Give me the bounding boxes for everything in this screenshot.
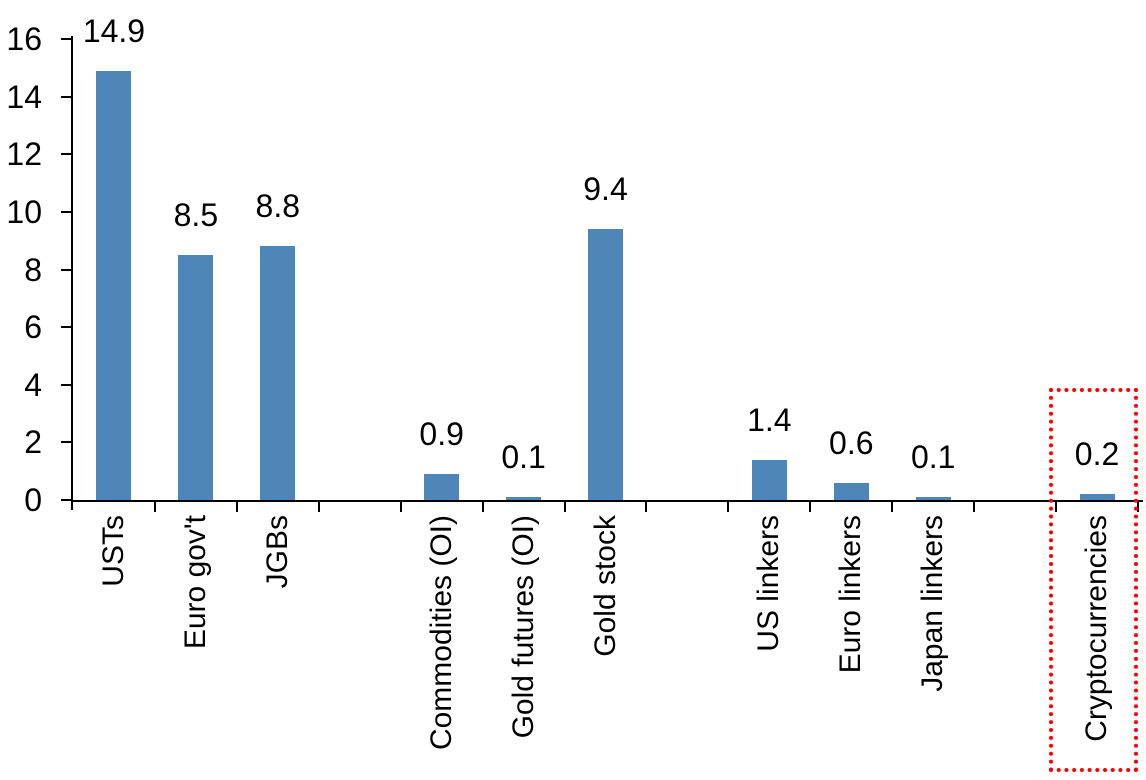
bar-value-label: 8.5 (173, 197, 219, 234)
bar-value-label: 14.9 (82, 12, 146, 49)
bar (833, 482, 869, 500)
x-axis-tick (1055, 502, 1058, 512)
x-axis-line (73, 500, 1143, 502)
x-axis-category-label: USTs (96, 515, 130, 587)
bar (915, 497, 951, 500)
y-axis-tick-label: 0 (24, 482, 42, 518)
x-axis-category-label: US linkers (752, 515, 786, 652)
bar (178, 255, 214, 500)
y-axis-line (71, 36, 73, 510)
x-axis-tick (973, 502, 976, 512)
y-axis-tick (61, 441, 71, 444)
bar (260, 246, 296, 500)
bar-value-label: 8.8 (255, 188, 301, 225)
x-axis-tick (645, 502, 648, 512)
y-axis-tick-label: 4 (24, 366, 42, 403)
bar-value-label: 9.4 (583, 171, 628, 208)
y-axis-tick (61, 326, 71, 329)
y-axis-tick (61, 153, 71, 156)
y-axis-tick (61, 95, 71, 98)
y-axis-tick-label: 12 (6, 136, 42, 173)
x-axis-tick (727, 502, 730, 512)
bar (424, 474, 460, 500)
bar (96, 70, 132, 500)
x-axis-tick (891, 502, 894, 512)
y-axis-tick-label: 10 (6, 193, 42, 230)
bar-value-label: 0.2 (1074, 436, 1120, 473)
bar-value-label: 0.9 (419, 416, 464, 453)
y-axis-tick-label: 14 (6, 78, 42, 115)
bar-value-label: 1.4 (747, 401, 792, 438)
x-axis-category-label: JGBs (260, 515, 294, 589)
y-axis-tick (61, 383, 71, 386)
x-axis-tick (399, 502, 402, 512)
x-axis-category-label: Commodities (OI) (424, 515, 458, 751)
y-axis-tick (61, 210, 71, 213)
x-axis-tick (809, 502, 812, 512)
x-axis-category-label: Gold stock (588, 515, 622, 657)
y-axis-tick (61, 38, 71, 40)
x-axis-tick (563, 502, 566, 512)
y-axis-tick (61, 499, 71, 501)
bar (588, 229, 623, 500)
y-axis-tick-label: 8 (24, 251, 42, 288)
x-axis-category-label: Japan linkers (916, 515, 950, 692)
x-axis-category-label: Euro gov't (178, 515, 212, 650)
bar (1079, 494, 1115, 500)
x-axis-category-label: Euro linkers (834, 515, 868, 674)
x-axis-tick (235, 502, 238, 512)
highlight-box (1049, 388, 1139, 772)
bar (506, 497, 542, 500)
bar-value-label: 0.6 (829, 424, 874, 461)
x-axis-tick (153, 502, 156, 512)
bar-value-label: 0.1 (501, 439, 546, 476)
bar (751, 459, 787, 500)
y-axis-tick (61, 268, 71, 271)
y-axis-tick-label: 6 (24, 309, 42, 346)
y-axis-tick-label: 2 (24, 424, 42, 461)
bar-value-label: 0.1 (910, 439, 956, 476)
x-axis-tick (481, 502, 484, 512)
x-axis-tick (317, 502, 320, 512)
y-axis-tick-label: 16 (6, 21, 42, 57)
x-axis-category-label: Gold futures (OI) (506, 515, 540, 739)
